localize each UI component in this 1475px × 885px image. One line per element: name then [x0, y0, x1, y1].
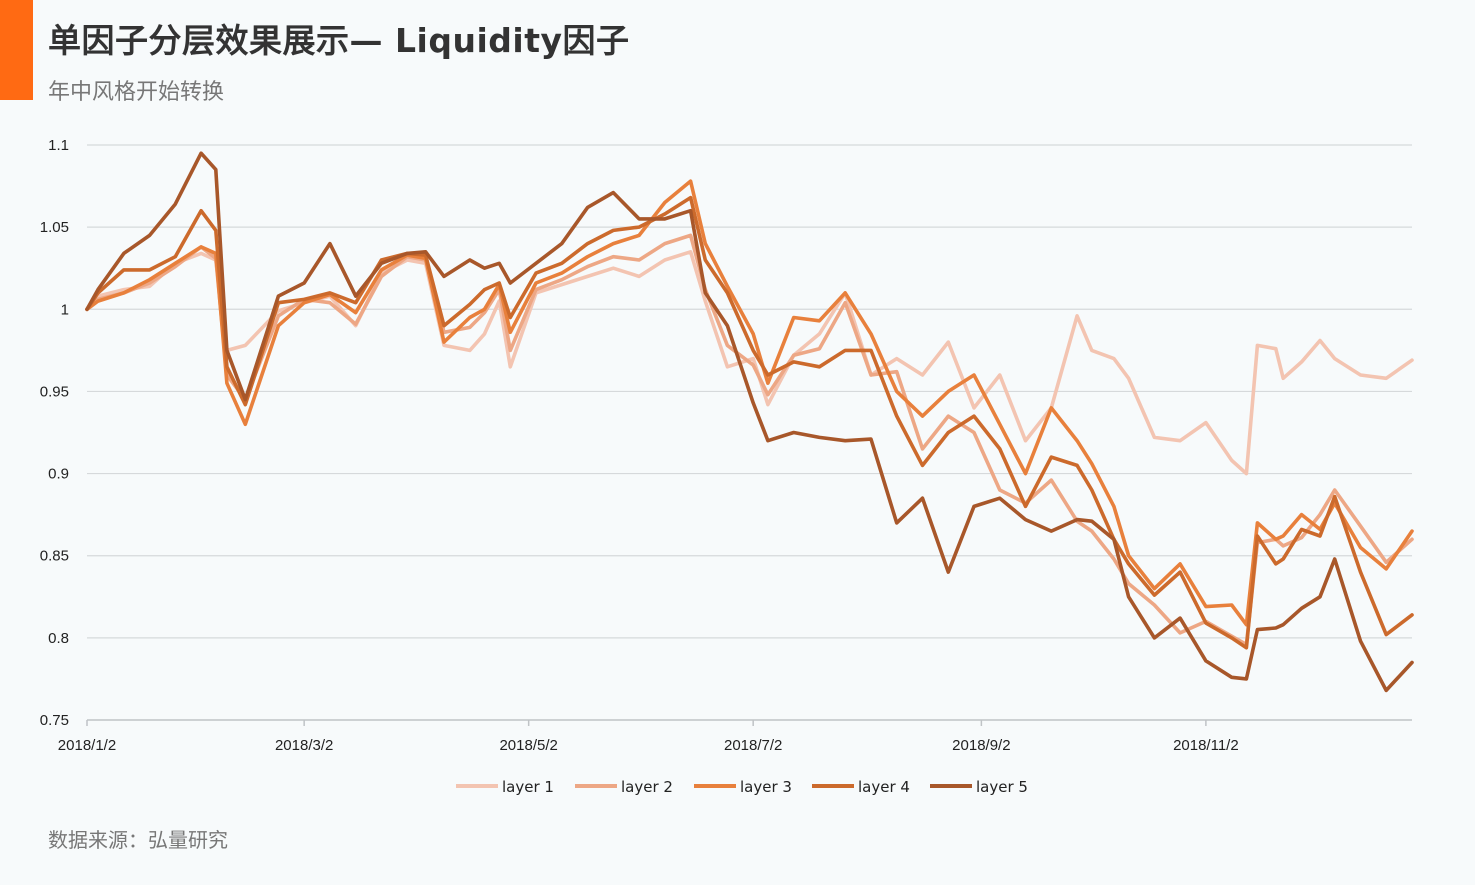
chart-subtitle: 年中风格开始转换	[48, 80, 225, 105]
y-tick-label: 0.8	[48, 630, 69, 647]
y-tick-label: 0.85	[40, 548, 69, 565]
x-tick-label: 2018/5/2	[499, 737, 557, 754]
x-tick-label: 2018/11/2	[1173, 737, 1239, 754]
series-line-layer-2	[85, 233, 1414, 647]
legend-label: layer 4	[858, 778, 910, 796]
legend: layer 1 layer 2 layer 3 layer 4 layer 5	[456, 778, 1028, 796]
y-tick-label: 0.95	[40, 383, 69, 400]
x-tick-label: 2018/1/2	[58, 737, 116, 754]
legend-label: layer 3	[740, 778, 792, 796]
series-line-layer-3	[85, 179, 1414, 627]
y-tick-label: 0.75	[40, 712, 69, 729]
series-line-layer-5	[85, 151, 1414, 693]
y-tick-label: 0.9	[48, 466, 69, 483]
source-note: 数据来源：弘量研究	[48, 828, 228, 852]
x-tick-label: 2018/7/2	[724, 737, 782, 754]
series-line-layer-4	[85, 195, 1414, 650]
series-lines	[85, 151, 1414, 693]
y-tick-label: 1	[61, 301, 69, 318]
y-axis: 0.75 0.8 0.85 0.9 0.95 1 1.05 1.1	[40, 137, 69, 729]
legend-label: layer 2	[621, 778, 673, 796]
chart-title: 单因子分层效果展示— Liquidity因子	[48, 21, 630, 60]
legend-label: layer 5	[976, 778, 1028, 796]
x-axis: 2018/1/2 2018/3/2 2018/5/2 2018/7/2 2018/9/2…	[58, 719, 1412, 754]
y-tick-label: 1.1	[48, 137, 69, 154]
legend-label: layer 1	[502, 778, 554, 796]
accent-bar	[0, 0, 33, 100]
x-tick-label: 2018/9/2	[952, 737, 1010, 754]
y-tick-label: 1.05	[40, 219, 69, 236]
x-tick-label: 2018/3/2	[275, 737, 333, 754]
